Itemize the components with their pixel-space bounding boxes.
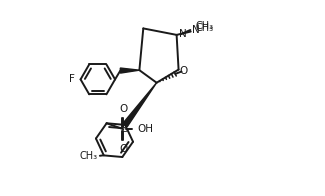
Text: N: N bbox=[179, 29, 187, 39]
Polygon shape bbox=[123, 83, 157, 127]
Text: O: O bbox=[119, 104, 127, 114]
Polygon shape bbox=[120, 68, 139, 73]
Text: CH₃: CH₃ bbox=[80, 151, 98, 161]
Text: N: N bbox=[192, 25, 200, 35]
Text: O: O bbox=[179, 66, 187, 76]
Text: S: S bbox=[121, 124, 128, 134]
Text: OH: OH bbox=[137, 124, 153, 134]
Text: CH₃: CH₃ bbox=[196, 23, 214, 33]
Text: F: F bbox=[69, 74, 75, 84]
Text: O: O bbox=[119, 144, 127, 154]
Text: CH₃: CH₃ bbox=[196, 21, 214, 32]
